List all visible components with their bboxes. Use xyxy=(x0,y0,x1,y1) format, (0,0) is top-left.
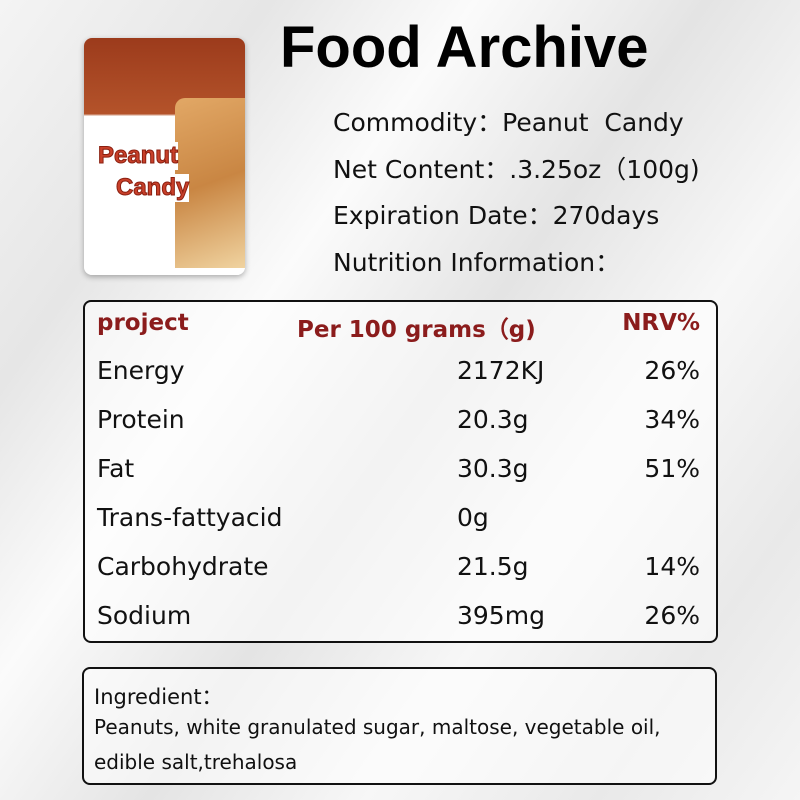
table-cell: 14% xyxy=(644,552,700,581)
info-line: Nutrition Information： xyxy=(333,247,621,277)
title: Food Archive xyxy=(280,15,649,80)
table-cell: 34% xyxy=(644,405,700,434)
nutrition-table: project Per 100 grams（g) NRV% Energy 2172KJ 2… xyxy=(83,300,718,643)
table-cell: Sodium xyxy=(97,601,192,630)
table-cell: 21.5g xyxy=(457,552,529,581)
product-package: Peanut Candy xyxy=(84,38,245,275)
info-line: Commodity：Peanut Candy xyxy=(333,108,684,137)
table-cell: 20.3g xyxy=(457,405,529,434)
info-line: Expiration Date：270days xyxy=(333,201,660,230)
table-cell: 0g xyxy=(457,503,489,532)
table-cell: Energy xyxy=(97,356,185,385)
package-text: Peanut xyxy=(97,142,179,170)
table-cell: 2172KJ xyxy=(457,356,545,385)
table-cell: 30.3g xyxy=(457,454,529,483)
ingredient-label: Ingredient： xyxy=(94,685,223,709)
package-text: Candy xyxy=(115,174,190,202)
table-cell: Carbohydrate xyxy=(97,552,269,581)
info-line: Net Content：.3.25oz（100g) xyxy=(333,154,700,184)
table-header: NRV% xyxy=(622,310,700,336)
table-cell: Protein xyxy=(97,405,185,434)
table-cell: Fat xyxy=(97,454,135,483)
table-header: project xyxy=(97,310,189,336)
table-cell: Trans-fattyacid xyxy=(97,503,283,532)
ingredient-text: Peanuts, white granulated sugar, maltose… xyxy=(94,715,661,739)
table-cell: 26% xyxy=(644,356,700,385)
ingredient-text: edible salt,trehalosa xyxy=(94,750,298,774)
table-cell: 395mg xyxy=(457,601,545,630)
ingredient-box: Ingredient： Peanuts, white granulated su… xyxy=(82,667,717,785)
table-cell: 51% xyxy=(644,454,700,483)
table-cell: 26% xyxy=(644,601,700,630)
table-header: Per 100 grams（g) xyxy=(297,317,536,343)
